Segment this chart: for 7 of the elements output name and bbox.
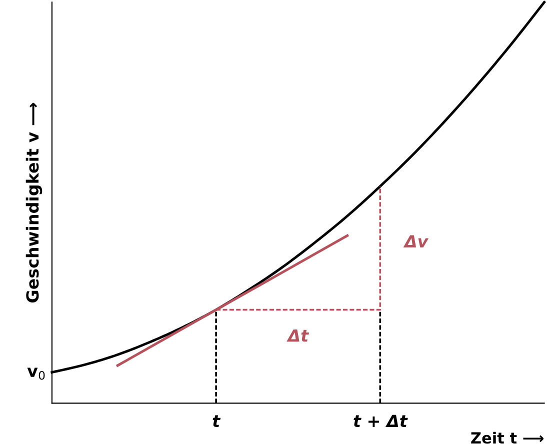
annotation: Δv xyxy=(403,235,429,248)
annotation: Δt xyxy=(286,329,310,342)
x-axis-title: Zeit t ⟶ xyxy=(471,432,544,444)
y-axis-title: Geschwindigkeit v ⟶ xyxy=(26,102,42,302)
text: v$_{0}$ xyxy=(27,368,45,380)
x-tick-label: t + Δt xyxy=(354,414,408,427)
x-tick-label: t xyxy=(212,415,221,427)
